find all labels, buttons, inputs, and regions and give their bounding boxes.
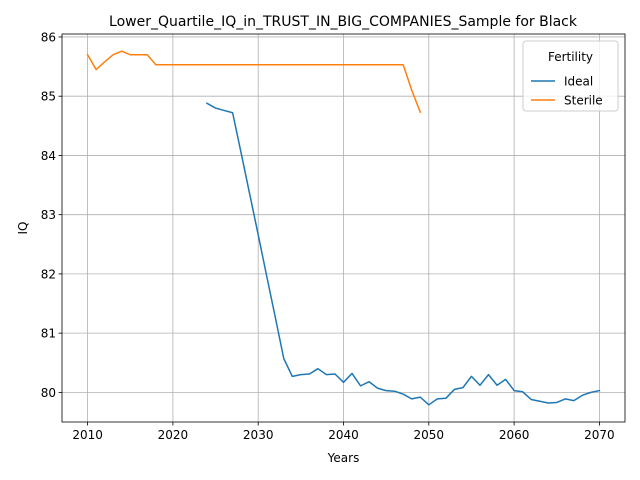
- y-tick-label: 82: [41, 267, 56, 281]
- y-tick-label: 85: [41, 90, 56, 104]
- chart-title: Lower_Quartile_IQ_in_TRUST_IN_BIG_COMPAN…: [109, 14, 578, 30]
- x-tick-label: 2050: [414, 428, 445, 442]
- grid: [62, 34, 625, 422]
- legend-label-ideal: Ideal: [564, 75, 593, 89]
- legend: Fertility Ideal Sterile: [522, 40, 619, 112]
- x-tick-label: 2030: [243, 428, 274, 442]
- legend-label-sterile: Sterile: [564, 94, 603, 108]
- legend-items: Ideal Sterile: [531, 75, 603, 108]
- x-axis-label: Years: [327, 451, 360, 465]
- y-tick-label: 81: [41, 327, 56, 341]
- x-tick-label: 2060: [499, 428, 530, 442]
- x-tick-label: 2010: [72, 428, 103, 442]
- x-tick-label: 2040: [328, 428, 359, 442]
- y-tick-label: 84: [41, 149, 56, 163]
- axis-ticks: 2010 2020 2030 2040 2050 2060 2070 80 81 82 83 84 85…: [41, 30, 615, 442]
- series-lines: [86, 50, 601, 406]
- y-tick-label: 80: [41, 386, 56, 400]
- legend-title: Fertility: [548, 50, 593, 64]
- x-tick-label: 2070: [584, 428, 615, 442]
- series-line-sterile: [86, 50, 422, 114]
- x-tick-label: 2020: [158, 428, 189, 442]
- y-axis-label: IQ: [16, 222, 30, 235]
- y-tick-label: 86: [41, 30, 56, 44]
- legend-box: [522, 40, 619, 112]
- series-line-ideal: [206, 102, 601, 406]
- y-tick-label: 83: [41, 208, 56, 222]
